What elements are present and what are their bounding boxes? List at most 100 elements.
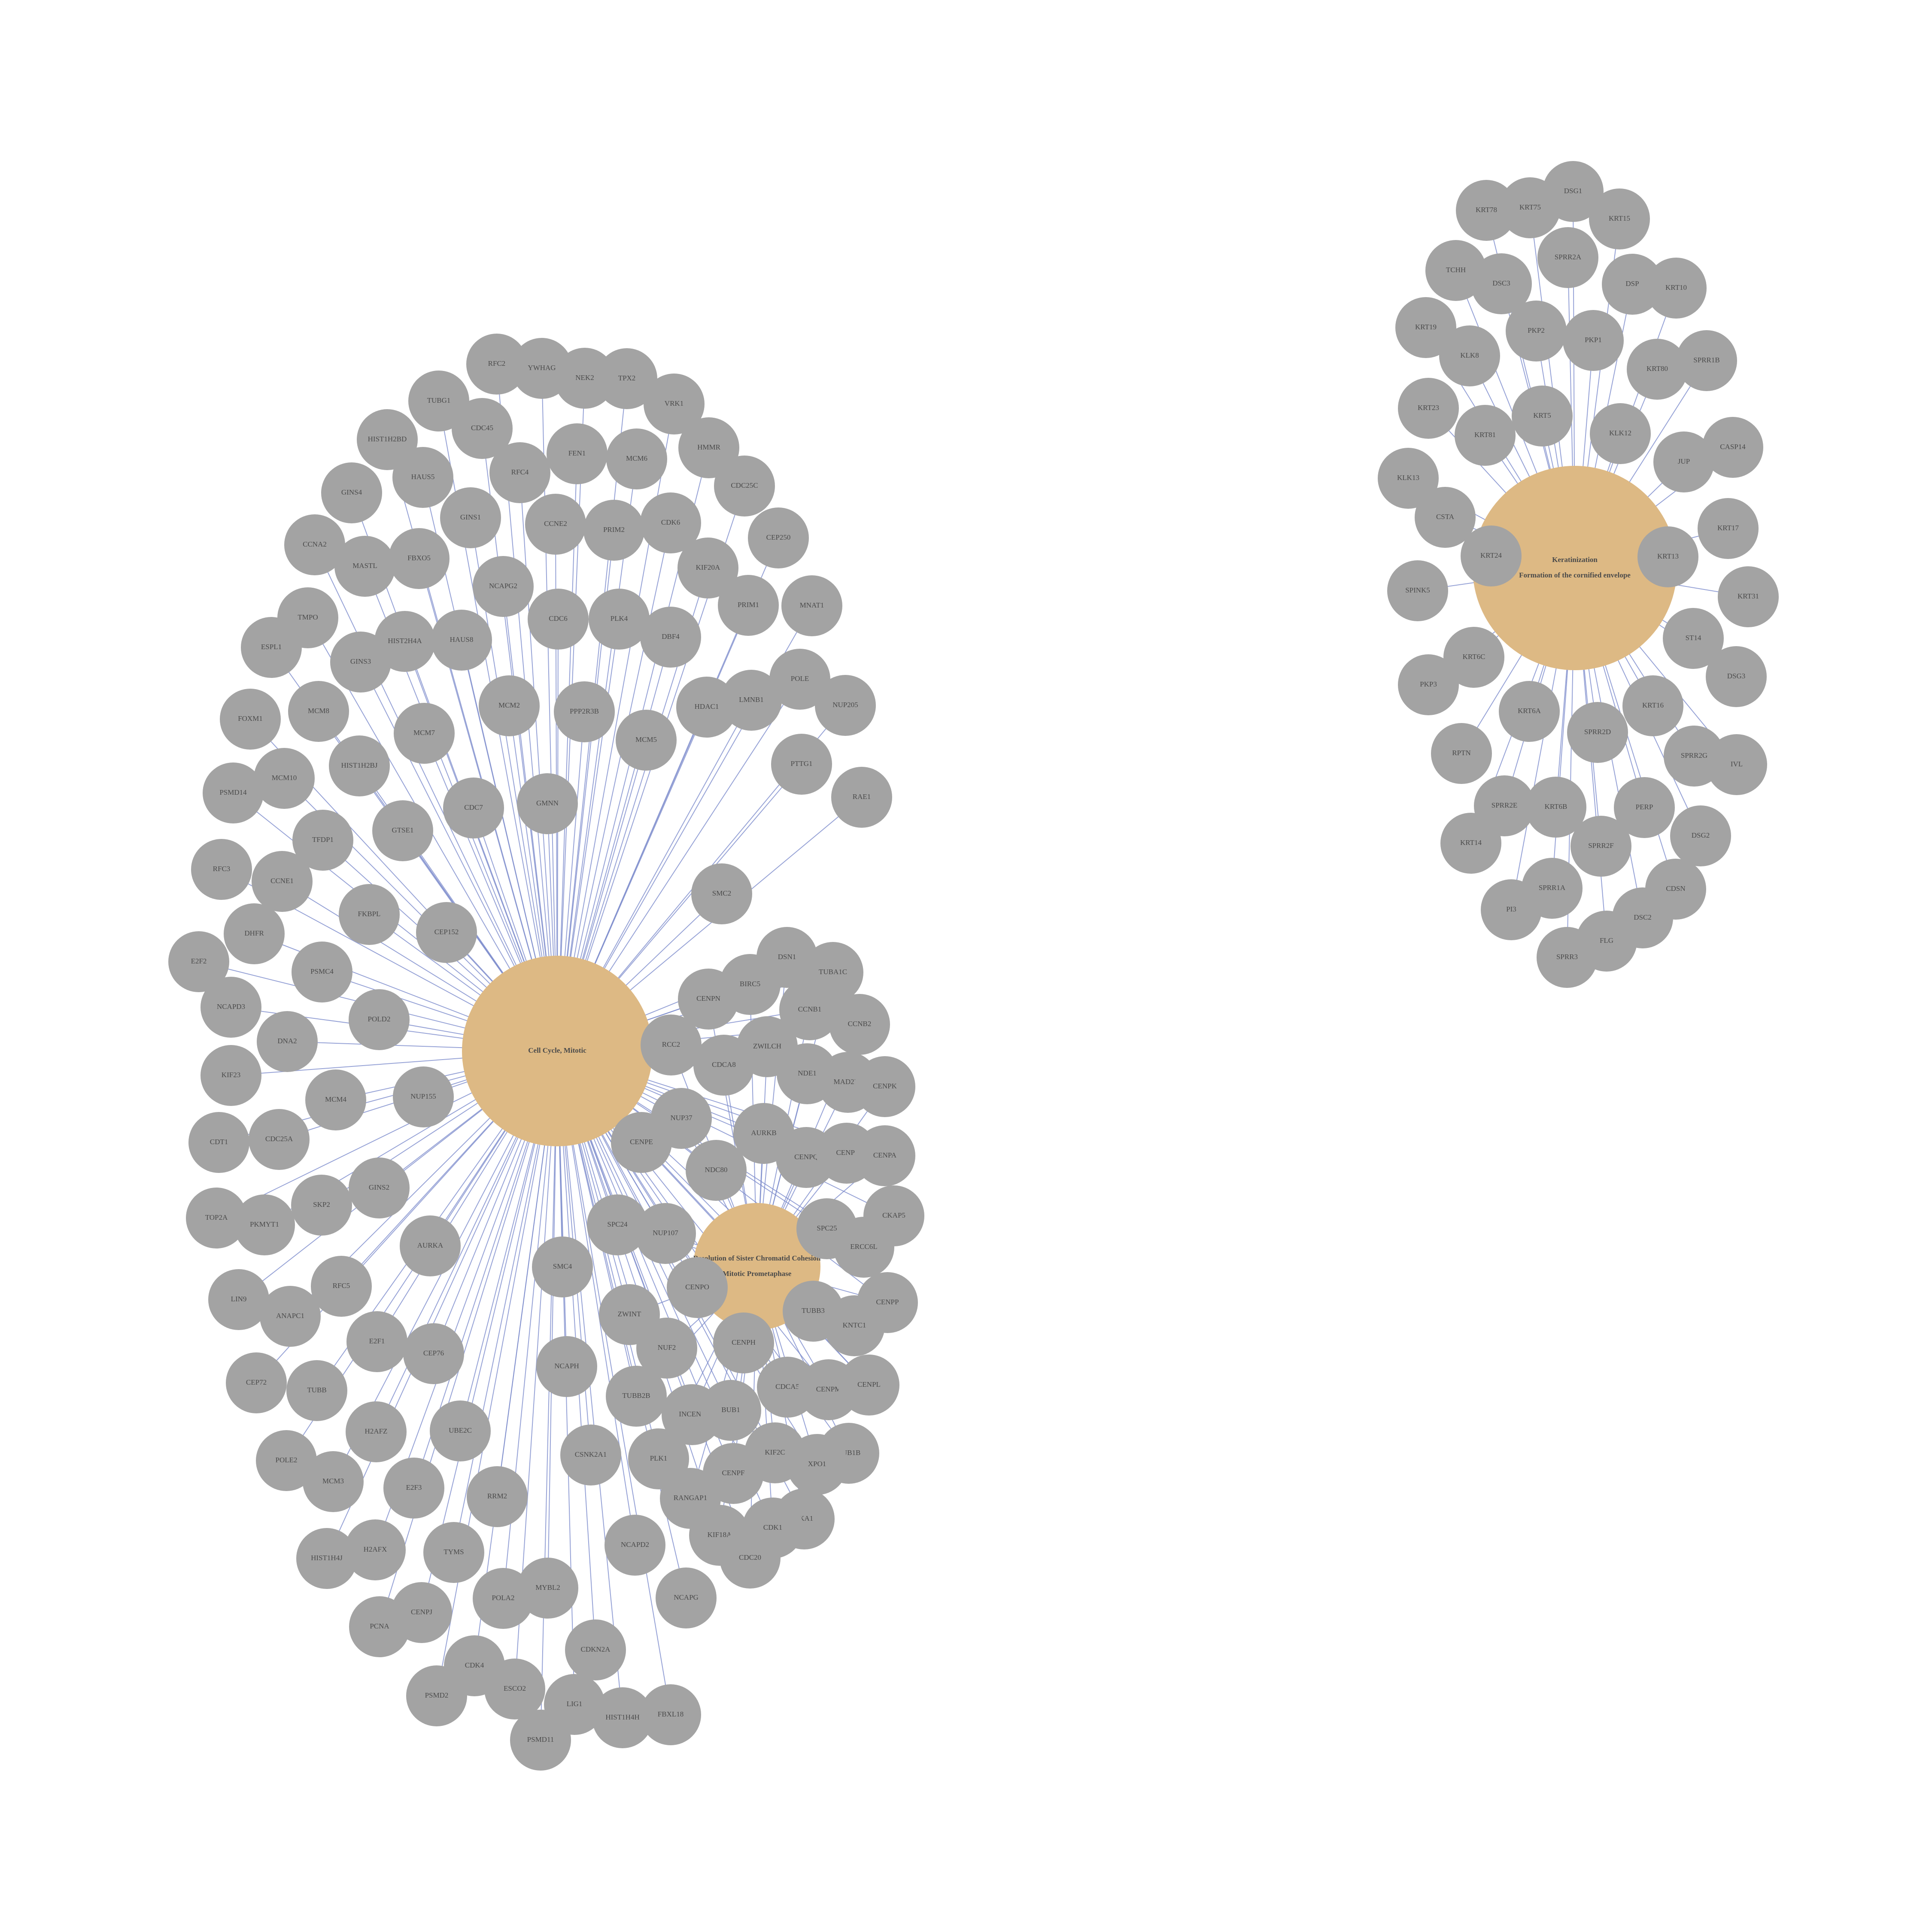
gene-node-sprr3[interactable]: SPRR3 [1537,927,1598,988]
gene-node-plk4[interactable]: PLK4 [589,589,650,650]
gene-node-e2f1[interactable]: E2F1 [346,1311,407,1372]
gene-node-csta[interactable]: CSTA [1415,487,1476,548]
gene-node-sprr2d[interactable]: SPRR2D [1567,702,1628,763]
gene-node-krt23[interactable]: KRT23 [1398,378,1459,439]
gene-node-fbxl18[interactable]: FBXL18 [640,1684,701,1745]
gene-node-dna2[interactable]: DNA2 [257,1011,318,1072]
gene-node-krt16[interactable]: KRT16 [1622,675,1683,736]
gene-node-cdc20[interactable]: CDC20 [720,1528,781,1589]
gene-node-xpo1[interactable]: XPO1 [787,1434,848,1495]
gene-node-krt19[interactable]: KRT19 [1395,297,1456,358]
gene-node-st14[interactable]: ST14 [1663,608,1724,669]
gene-node-rfc2[interactable]: RFC2 [466,334,527,395]
gene-node-nup107[interactable]: NUP107 [635,1203,696,1264]
gene-node-krt14[interactable]: KRT14 [1440,813,1501,874]
gene-node-sprr2a[interactable]: SPRR2A [1537,227,1598,288]
gene-node-gmnn[interactable]: GMNN [517,773,578,834]
gene-node-casp14[interactable]: CASP14 [1702,417,1763,478]
gene-node-krt6b[interactable]: KRT6B [1525,777,1586,838]
gene-node-mcm8[interactable]: MCM8 [288,681,349,742]
gene-node-mybl2[interactable]: MYBL2 [517,1558,578,1619]
gene-node-rrm2[interactable]: RRM2 [467,1466,528,1527]
gene-node-ube2c[interactable]: UBE2C [430,1400,491,1461]
gene-node-ccnb2[interactable]: CCNB2 [829,994,890,1055]
gene-node-dhfr[interactable]: DHFR [224,903,285,964]
gene-node-rptn[interactable]: RPTN [1431,723,1492,784]
gene-node-tfdp1[interactable]: TFDP1 [292,810,353,871]
gene-node-ccne1[interactable]: CCNE1 [252,851,313,912]
gene-node-prim1[interactable]: PRIM1 [718,575,779,636]
gene-node-nek2[interactable]: NEK2 [554,348,615,409]
gene-node-rcc2[interactable]: RCC2 [641,1015,702,1075]
gene-node-pkp2[interactable]: PKP2 [1506,301,1567,361]
gene-node-klk12[interactable]: KLK12 [1590,403,1651,464]
gene-node-hdac1[interactable]: HDAC1 [676,677,737,738]
gene-node-haus8[interactable]: HAUS8 [431,610,492,671]
gene-node-krt24[interactable]: KRT24 [1461,526,1522,586]
gene-node-smc4[interactable]: SMC4 [532,1236,593,1297]
gene-node-aurka[interactable]: AURKA [400,1215,461,1276]
gene-node-kif23[interactable]: KIF23 [200,1045,261,1106]
gene-node-hist1h4h[interactable]: HIST1H4H [592,1687,653,1748]
gene-node-pold2[interactable]: POLD2 [349,989,410,1050]
gene-node-ccna2[interactable]: CCNA2 [284,514,345,575]
gene-node-csnk2a1[interactable]: CSNK2A1 [560,1425,621,1485]
gene-node-ncapg2[interactable]: NCAPG2 [473,556,534,617]
gene-node-krt6a[interactable]: KRT6A [1499,681,1560,742]
gene-node-tyms[interactable]: TYMS [423,1522,484,1583]
gene-node-bub1[interactable]: BUB1 [700,1380,761,1441]
gene-node-skp2[interactable]: SKP2 [291,1175,352,1236]
gene-node-anapc1[interactable]: ANAPC1 [260,1286,321,1347]
gene-node-ivl[interactable]: IVL [1706,734,1767,795]
gene-node-ncaph[interactable]: NCAPH [536,1336,597,1397]
gene-node-h2afx[interactable]: H2AFX [345,1519,406,1580]
gene-node-dbf4[interactable]: DBF4 [640,607,701,668]
gene-node-dsg2[interactable]: DSG2 [1670,805,1731,866]
gene-node-cdc25c[interactable]: CDC25C [714,456,775,516]
gene-node-hmmr[interactable]: HMMR [678,417,739,478]
gene-node-dsc3[interactable]: DSC3 [1471,253,1532,314]
gene-node-rfc5[interactable]: RFC5 [311,1256,372,1317]
gene-node-cdca8[interactable]: CDCA8 [693,1035,754,1096]
gene-node-rfc3[interactable]: RFC3 [191,839,252,900]
gene-node-kntc1[interactable]: KNTC1 [824,1295,885,1356]
gene-node-cdc6[interactable]: CDC6 [528,589,589,650]
gene-node-psmc4[interactable]: PSMC4 [292,942,352,1002]
gene-node-krt17[interactable]: KRT17 [1698,498,1759,559]
gene-node-espl1[interactable]: ESPL1 [241,617,302,678]
gene-node-e2f2[interactable]: E2F2 [168,931,229,992]
gene-node-rfc4[interactable]: RFC4 [489,442,550,503]
gene-node-cenpo[interactable]: CENPO [667,1257,728,1318]
gene-node-cdk6[interactable]: CDK6 [640,492,701,553]
gene-node-cenpa[interactable]: CENPA [854,1125,915,1186]
gene-node-kif20a[interactable]: KIF20A [677,538,738,598]
gene-node-cdc45[interactable]: CDC45 [452,398,513,459]
gene-node-tubb[interactable]: TUBB [286,1360,347,1421]
gene-node-cep72[interactable]: CEP72 [226,1352,287,1413]
gene-node-krt75[interactable]: KRT75 [1500,177,1561,238]
gene-node-ccnb1[interactable]: CCNB1 [779,979,840,1040]
gene-node-pi3[interactable]: PI3 [1481,879,1542,940]
gene-node-cep152[interactable]: CEP152 [416,902,477,963]
gene-node-cep76[interactable]: CEP76 [403,1323,464,1384]
gene-node-ccne2[interactable]: CCNE2 [525,494,586,555]
gene-node-krt13[interactable]: KRT13 [1637,526,1698,587]
gene-node-h2afz[interactable]: H2AFZ [346,1401,407,1462]
gene-node-jup[interactable]: JUP [1653,431,1714,492]
gene-node-prim2[interactable]: PRIM2 [583,500,644,561]
gene-node-krt78[interactable]: KRT78 [1456,180,1517,241]
gene-node-lin9[interactable]: LIN9 [208,1269,269,1330]
gene-node-e2f3[interactable]: E2F3 [383,1458,444,1519]
gene-node-spc24[interactable]: SPC24 [587,1194,648,1255]
gene-node-mcm5[interactable]: MCM5 [616,710,677,771]
gene-node-dsg3[interactable]: DSG3 [1706,646,1767,707]
gene-node-dsp[interactable]: DSP [1602,254,1663,315]
gene-node-psmd2[interactable]: PSMD2 [406,1665,467,1726]
gene-node-nuf2[interactable]: NUF2 [636,1318,697,1379]
gene-node-mcm3[interactable]: MCM3 [303,1451,364,1512]
gene-node-krt10[interactable]: KRT10 [1646,258,1707,319]
gene-node-mcm7[interactable]: MCM7 [394,703,455,764]
gene-node-ncapd2[interactable]: NCAPD2 [605,1515,665,1576]
gene-node-mcm4[interactable]: MCM4 [305,1069,366,1130]
gene-node-ppp2r3b[interactable]: PPP2R3B [554,681,615,742]
